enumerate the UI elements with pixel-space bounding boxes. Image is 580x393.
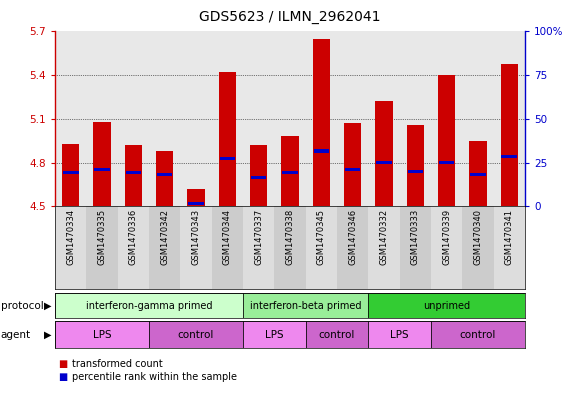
- Text: GSM1470344: GSM1470344: [223, 209, 232, 265]
- Bar: [502, 155, 517, 158]
- Text: GDS5623 / ILMN_2962041: GDS5623 / ILMN_2962041: [200, 10, 380, 24]
- Bar: [62, 144, 79, 206]
- Bar: [400, 206, 431, 289]
- Bar: [251, 176, 266, 179]
- Bar: [55, 206, 86, 289]
- Bar: [431, 321, 525, 348]
- Bar: [149, 206, 180, 289]
- Bar: [282, 171, 298, 174]
- Bar: [438, 75, 455, 206]
- Text: LPS: LPS: [265, 330, 284, 340]
- Text: GSM1470334: GSM1470334: [66, 209, 75, 265]
- Bar: [187, 189, 205, 206]
- Bar: [368, 321, 431, 348]
- Text: GSM1470343: GSM1470343: [191, 209, 201, 265]
- Bar: [469, 141, 487, 206]
- Bar: [313, 39, 330, 206]
- Text: ■: ■: [58, 372, 67, 382]
- Bar: [314, 149, 329, 152]
- Text: GSM1470332: GSM1470332: [379, 209, 389, 265]
- Bar: [431, 206, 462, 289]
- Text: GSM1470333: GSM1470333: [411, 209, 420, 265]
- Bar: [55, 293, 243, 318]
- Text: LPS: LPS: [93, 330, 111, 340]
- Bar: [439, 161, 454, 164]
- Text: control: control: [460, 330, 496, 340]
- Text: control: control: [319, 330, 355, 340]
- Text: GSM1470339: GSM1470339: [442, 209, 451, 265]
- Bar: [274, 206, 306, 289]
- Bar: [118, 206, 149, 289]
- Bar: [344, 123, 361, 206]
- Bar: [243, 293, 368, 318]
- Bar: [180, 206, 212, 289]
- Bar: [55, 321, 149, 348]
- Text: GSM1470345: GSM1470345: [317, 209, 326, 265]
- Bar: [306, 206, 337, 289]
- Text: ▶: ▶: [45, 330, 52, 340]
- Bar: [220, 157, 235, 160]
- Bar: [93, 122, 111, 206]
- Bar: [345, 168, 360, 171]
- Text: interferon-gamma primed: interferon-gamma primed: [86, 301, 212, 310]
- Bar: [337, 206, 368, 289]
- Bar: [125, 145, 142, 206]
- Text: interferon-beta primed: interferon-beta primed: [250, 301, 361, 310]
- Bar: [149, 321, 243, 348]
- Bar: [408, 170, 423, 173]
- Bar: [462, 206, 494, 289]
- Text: GSM1470346: GSM1470346: [348, 209, 357, 265]
- Bar: [281, 136, 299, 206]
- Bar: [95, 168, 110, 171]
- Text: ▶: ▶: [45, 301, 52, 310]
- Bar: [219, 72, 236, 206]
- Bar: [375, 101, 393, 206]
- Text: GSM1470336: GSM1470336: [129, 209, 138, 265]
- Text: transformed count: transformed count: [72, 358, 163, 369]
- Text: GSM1470337: GSM1470337: [254, 209, 263, 265]
- Bar: [126, 171, 141, 174]
- Text: GSM1470335: GSM1470335: [97, 209, 107, 265]
- Bar: [243, 321, 306, 348]
- Text: GSM1470342: GSM1470342: [160, 209, 169, 265]
- Bar: [306, 321, 368, 348]
- Text: agent: agent: [1, 330, 31, 340]
- Bar: [368, 206, 400, 289]
- Bar: [212, 206, 243, 289]
- Bar: [376, 161, 392, 164]
- Text: GSM1470341: GSM1470341: [505, 209, 514, 265]
- Bar: [243, 206, 274, 289]
- Bar: [250, 145, 267, 206]
- Bar: [501, 64, 518, 206]
- Bar: [86, 206, 118, 289]
- Text: LPS: LPS: [390, 330, 409, 340]
- Text: protocol: protocol: [1, 301, 43, 310]
- Bar: [188, 202, 204, 205]
- Text: percentile rank within the sample: percentile rank within the sample: [72, 372, 237, 382]
- Bar: [494, 206, 525, 289]
- Bar: [157, 173, 172, 176]
- Text: GSM1470340: GSM1470340: [473, 209, 483, 265]
- Text: GSM1470338: GSM1470338: [285, 209, 295, 265]
- Bar: [368, 293, 525, 318]
- Text: ■: ■: [58, 358, 67, 369]
- Bar: [470, 173, 485, 176]
- Bar: [156, 151, 173, 206]
- Bar: [407, 125, 424, 206]
- Text: unprimed: unprimed: [423, 301, 470, 310]
- Text: control: control: [178, 330, 214, 340]
- Bar: [63, 171, 78, 174]
